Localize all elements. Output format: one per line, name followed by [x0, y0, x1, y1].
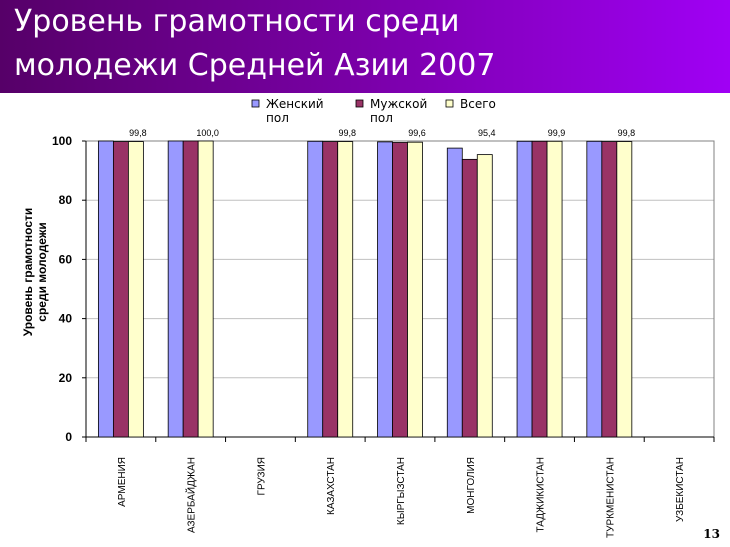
bar: [182, 140, 199, 438]
legend-label: Женский: [266, 97, 324, 111]
bar: [546, 140, 563, 438]
bar: [337, 141, 354, 438]
x-tick-label: КЫРГЫЗСТАН: [396, 457, 407, 525]
bar: [516, 140, 533, 438]
data-label: 99,9: [548, 128, 566, 138]
y-tick-label: 80: [59, 193, 73, 207]
bar: [197, 140, 214, 438]
x-tick-label: УЗБЕКИСТАН: [675, 457, 686, 522]
x-tick-label: ТУРКМЕНИСТАН: [605, 457, 616, 538]
legend-label: пол: [266, 111, 289, 125]
bar: [377, 141, 393, 438]
y-tick-label: 20: [59, 371, 73, 385]
x-tick-label: АРМЕНИЯ: [117, 457, 128, 507]
x-tick-label: КАЗАХСТАН: [326, 457, 337, 515]
page-number: 13: [703, 527, 720, 541]
bar: [616, 141, 633, 438]
bar: [167, 140, 184, 438]
bar: [392, 142, 408, 438]
bar: [586, 140, 603, 438]
x-tick-label: ГРУЗИЯ: [256, 457, 267, 495]
x-tick-label: АЗЕРБАЙДЖАН: [185, 457, 198, 533]
y-tick-label: 0: [65, 430, 72, 444]
bar: [127, 141, 144, 438]
data-label: 95,4: [478, 128, 496, 138]
data-label: 100,0: [196, 128, 219, 138]
y-axis-label: Уровень грамотностисреди молодежи: [21, 208, 49, 337]
title-line-1: Уровень грамотности среди: [14, 4, 460, 39]
y-tick-label: 60: [59, 252, 73, 266]
x-tick-label: ТАДЖИКИСТАН: [536, 457, 547, 533]
y-tick-label: 100: [52, 134, 72, 148]
legend-label: Всего: [460, 97, 496, 111]
legend-swatch: [445, 99, 454, 108]
bar: [601, 141, 618, 438]
legend-swatch: [355, 99, 364, 108]
bar: [322, 141, 339, 438]
legend-swatch: [251, 99, 260, 108]
data-label: 99,8: [129, 128, 147, 138]
data-label: 99,8: [338, 128, 356, 138]
x-tick-label: МОНГОЛИЯ: [466, 457, 477, 514]
bar: [97, 140, 114, 438]
y-tick-label: 40: [59, 312, 73, 326]
bar: [476, 154, 493, 438]
data-label: 99,6: [408, 128, 426, 138]
bar: [446, 147, 463, 438]
bar: [307, 140, 324, 438]
title-bar: Уровень грамотности среди молодежи Средн…: [0, 0, 730, 93]
bar: [531, 140, 548, 438]
bar: [112, 141, 129, 438]
bar: [407, 141, 423, 438]
title-line-2: молодежи Средней Азии 2007: [14, 48, 496, 83]
bar: [461, 158, 478, 438]
data-label: 99,8: [618, 128, 636, 138]
legend-label: Мужской: [370, 97, 427, 111]
legend-label: пол: [370, 111, 393, 125]
